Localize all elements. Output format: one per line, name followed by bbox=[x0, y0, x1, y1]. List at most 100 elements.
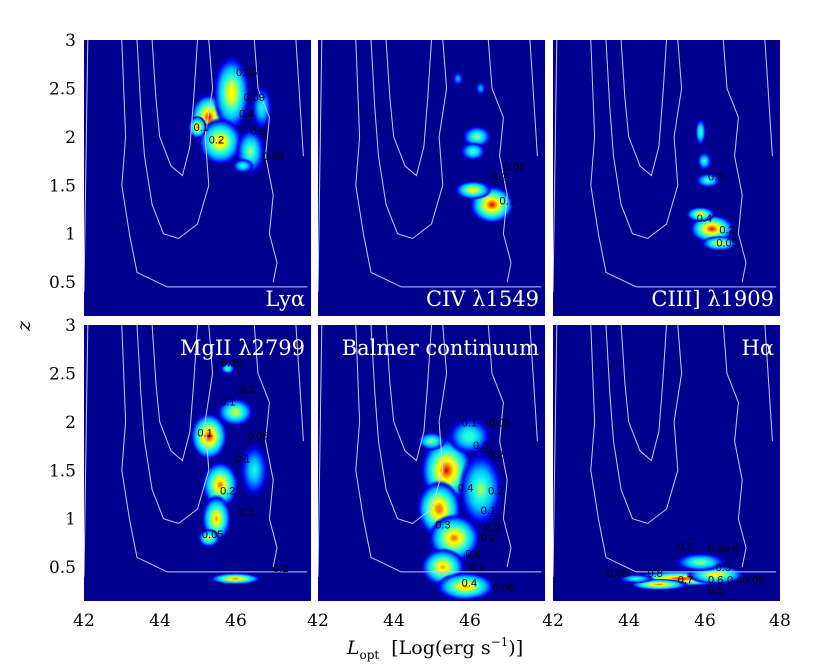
population-contour bbox=[764, 40, 773, 157]
contour-label: 0.4 bbox=[727, 575, 742, 587]
contour-label: 0.05 bbox=[262, 151, 283, 163]
y-tick-labels: 3 2.5 2 1.5 1 0.5 3 2.5 2 1.5 1 0.5 bbox=[49, 31, 76, 578]
contour-label: 0.1 bbox=[481, 505, 496, 517]
population-contour bbox=[295, 40, 304, 157]
population-contour bbox=[121, 40, 308, 288]
x-axis-label-units: [Log(erg s bbox=[391, 637, 490, 659]
panel-5: 0.1 0.050.30.20.4 0.20.10.3 0.20.20.40.10.4… bbox=[318, 325, 545, 601]
density-region bbox=[446, 417, 493, 456]
contour-label: 0.1 bbox=[194, 122, 209, 134]
contour-label: 0.4 bbox=[465, 548, 480, 560]
panel-background bbox=[84, 40, 311, 316]
panel-background bbox=[553, 325, 780, 601]
panel-background bbox=[318, 40, 545, 316]
contour-label: 0.2 bbox=[273, 563, 288, 575]
contour-label: 0.2 bbox=[484, 522, 499, 534]
density-region bbox=[452, 70, 464, 87]
contour-label: 0.3 bbox=[250, 126, 265, 138]
y-tick-label: 1 bbox=[65, 225, 76, 245]
population-contour bbox=[764, 325, 773, 442]
panel-label: CIV λ1549 bbox=[426, 287, 539, 311]
density-region bbox=[197, 528, 221, 548]
contour-label: 0.2 bbox=[708, 171, 723, 183]
density-region bbox=[188, 115, 207, 139]
population-contour bbox=[553, 325, 558, 577]
contour-label: 0.4 bbox=[723, 544, 738, 556]
x-axis-label-exp: −1 bbox=[491, 635, 509, 649]
contour-label: 0.05 bbox=[489, 418, 510, 430]
panel-2: 0.050.2 0.1 CIV λ1549 bbox=[318, 40, 545, 316]
contour-label: 0.8 bbox=[648, 568, 663, 580]
contour-label: 0.05 bbox=[202, 529, 223, 541]
panel-label: Balmer continuum bbox=[342, 336, 539, 360]
contour-label: 0.1 bbox=[220, 396, 235, 408]
x-tick-label: 42 bbox=[542, 611, 564, 631]
y-tick-label: 2.5 bbox=[49, 364, 76, 384]
density-region bbox=[250, 83, 274, 132]
density-region bbox=[208, 572, 262, 585]
population-contour bbox=[151, 325, 198, 462]
density-region bbox=[220, 362, 236, 375]
density-region bbox=[454, 180, 493, 200]
density-region bbox=[459, 141, 487, 162]
contour-label: 0.2 bbox=[220, 485, 235, 497]
x-axis-label-close: )] bbox=[508, 637, 523, 659]
contour-label: 0.3 bbox=[716, 562, 731, 574]
density-region bbox=[212, 54, 251, 132]
y-tick-label: 1.5 bbox=[49, 461, 76, 481]
population-contour bbox=[253, 325, 278, 568]
y-tick-label: 0.5 bbox=[49, 558, 76, 578]
x-tick-label: 44 bbox=[383, 611, 405, 631]
contour-label: 0.2 bbox=[492, 171, 507, 183]
population-contour bbox=[84, 40, 89, 292]
population-contour bbox=[385, 40, 432, 177]
x-tick-label: 46 bbox=[694, 611, 716, 631]
population-contour bbox=[605, 40, 683, 240]
contour-label: 0.3 bbox=[239, 384, 254, 396]
x-axis-label: Lopt [Log(erg s−1)] bbox=[346, 635, 523, 662]
population-contour bbox=[529, 40, 538, 157]
density-region bbox=[231, 158, 255, 174]
y-tick-label: 1 bbox=[65, 510, 76, 530]
panel-6: 0.7 0.6 0.40.05 0.8 0.30.7 0.6 0.4 0.050.5Hα bbox=[553, 325, 780, 601]
population-contour bbox=[620, 40, 667, 177]
density-region bbox=[694, 172, 722, 189]
population-contour bbox=[529, 325, 538, 442]
y-tick-label: 2.5 bbox=[49, 79, 76, 99]
contour-label: 0.05 bbox=[236, 67, 257, 79]
population-contour bbox=[355, 40, 542, 288]
x-tick-label: 44 bbox=[149, 611, 171, 631]
contour-label: 0.7 bbox=[678, 575, 693, 587]
y-axis-label: z bbox=[13, 320, 35, 332]
population-contour bbox=[253, 40, 278, 283]
x-tick-label: 42 bbox=[73, 611, 95, 631]
density-region bbox=[617, 573, 656, 584]
population-contour bbox=[487, 325, 512, 568]
y-tick-label: 2 bbox=[65, 128, 76, 148]
population-contour bbox=[151, 40, 198, 177]
contour-label: 0.05 bbox=[716, 237, 737, 249]
density-region bbox=[416, 431, 447, 451]
contour-label: 0.1 bbox=[197, 427, 212, 439]
contour-label: 0.2 bbox=[488, 450, 503, 462]
contour-label: 0.09 bbox=[244, 92, 265, 104]
population-contour bbox=[84, 325, 89, 577]
contour-label: 0.4 bbox=[458, 483, 473, 495]
y-tick-label: 0.5 bbox=[49, 273, 76, 293]
contour-label: 0.4 bbox=[697, 213, 712, 225]
population-contour bbox=[605, 325, 683, 525]
contour-label: 0.6 bbox=[708, 575, 723, 587]
x-axis-label-sub: opt bbox=[360, 648, 380, 662]
x-tick-labels: 42 44 46 42 44 46 42 44 46 48 bbox=[73, 611, 791, 631]
x-axis-label-main: L bbox=[346, 637, 360, 659]
density-region bbox=[189, 412, 228, 461]
contour-label: 0.1 bbox=[239, 507, 254, 519]
contour-label: 0.2 bbox=[719, 225, 734, 237]
density-region bbox=[435, 571, 496, 601]
population-contour bbox=[590, 325, 777, 573]
density-region bbox=[674, 552, 728, 572]
x-tick-label: 42 bbox=[307, 611, 329, 631]
population-contour bbox=[136, 40, 214, 240]
contour-label: 0.6 bbox=[708, 544, 723, 556]
population-contour bbox=[295, 325, 304, 442]
